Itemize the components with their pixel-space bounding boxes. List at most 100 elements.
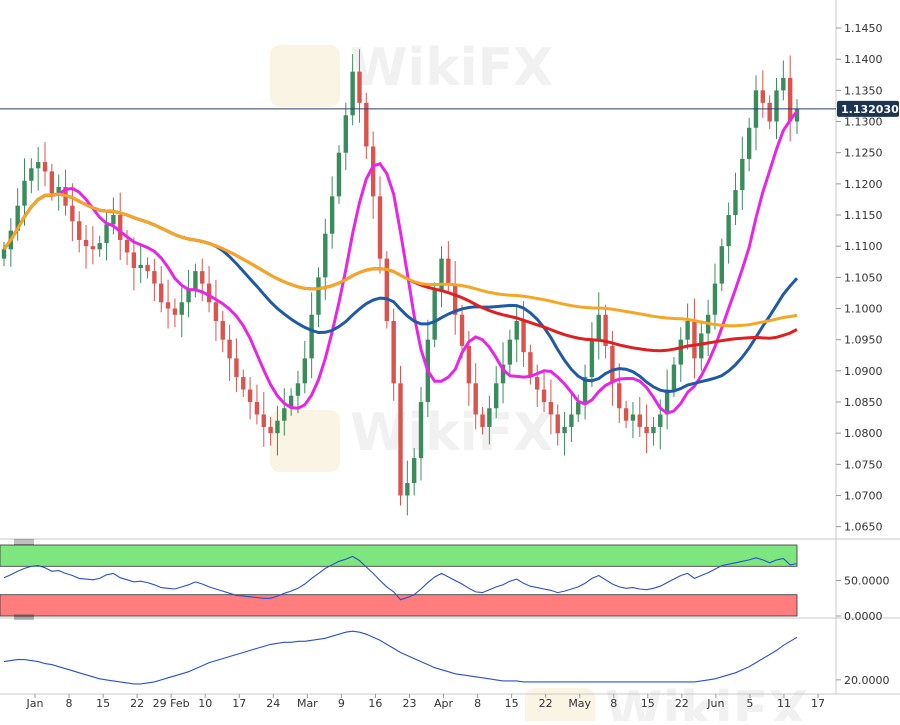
candle: [241, 369, 246, 398]
candle: [179, 287, 184, 338]
candle: [370, 131, 376, 219]
candle: [350, 54, 355, 126]
y-tick-label: 1.1250: [844, 147, 883, 160]
rsi-line: [3, 555, 798, 601]
y-tick-label: 1.0800: [844, 427, 883, 440]
candle: [131, 237, 137, 291]
x-tick-label: 15: [505, 697, 519, 710]
y-tick-label: 1.1150: [844, 209, 883, 222]
x-tick-label: Mar: [297, 697, 318, 710]
candle: [473, 363, 478, 430]
candle: [685, 303, 690, 350]
candle: [541, 372, 547, 412]
candle: [316, 267, 321, 328]
candle: [487, 395, 492, 445]
x-tick-label: 24: [266, 697, 280, 710]
watermark: WikiFX: [270, 38, 553, 107]
candle: [651, 416, 656, 446]
candle: [582, 364, 588, 420]
y-tick-label: 1.1100: [844, 240, 883, 253]
candle: [165, 279, 171, 329]
candle: [767, 95, 772, 130]
adx-pane-handle[interactable]: [14, 614, 34, 620]
candle: [555, 404, 560, 446]
candle: [200, 258, 205, 302]
rsi-pane-handle[interactable]: [14, 539, 34, 545]
x-tick-label: 9: [338, 697, 345, 710]
candle: [336, 145, 342, 204]
moving-averages: [2, 110, 799, 415]
y-tick-label: 1.1350: [844, 84, 883, 97]
candle: [288, 388, 294, 416]
candle: [227, 324, 232, 381]
candle: [15, 188, 20, 241]
rsi-oversold-zone: [0, 594, 798, 617]
x-tick-label: May: [568, 697, 591, 710]
watermark-layer: WikiFX WikiFX WikiFX: [270, 38, 808, 725]
candle: [186, 269, 191, 318]
candle: [480, 406, 485, 435]
y-tick-label: 1.0750: [844, 458, 883, 471]
y-tick-label: 1.1000: [844, 303, 883, 316]
candle: [377, 176, 383, 274]
candle: [295, 370, 301, 414]
candle: [145, 257, 150, 279]
candle: [405, 460, 410, 516]
watermark: WikiFX: [525, 681, 808, 725]
ma-fast-line: [2, 110, 799, 415]
candle: [719, 238, 725, 292]
candle: [138, 244, 143, 283]
adx-line: [3, 630, 798, 685]
candle: [384, 251, 390, 329]
x-tick-label: 10: [198, 697, 212, 710]
candle: [35, 147, 41, 191]
candle: [220, 311, 225, 353]
candle: [452, 261, 458, 335]
current-price-badge: [837, 100, 899, 117]
candle: [302, 340, 307, 394]
candle: [42, 142, 48, 187]
candle: [726, 202, 731, 264]
y-tick-label: 1.0850: [844, 396, 883, 409]
x-tick-label: 15: [641, 697, 655, 710]
x-tick-label: 17: [232, 697, 246, 710]
candle: [364, 92, 369, 159]
y-tick-label: 1.0900: [844, 365, 883, 378]
rsi-pane: 50.0000 0.0000: [0, 539, 890, 623]
x-tick-label: Apr: [434, 697, 454, 710]
x-tick-label: Jun: [706, 697, 724, 710]
y-tick-label: 1.1200: [844, 178, 883, 191]
candle: [432, 282, 437, 348]
candle: [118, 192, 123, 260]
x-tick-label: 11: [777, 697, 791, 710]
adx-pane: 20.0000: [3, 614, 890, 687]
x-tick-label: 23: [402, 697, 416, 710]
candle: [213, 279, 219, 341]
x-tick-label: 22: [675, 697, 689, 710]
y-tick-label: 1.1300: [844, 116, 883, 129]
candle: [678, 327, 683, 383]
candle: [159, 266, 164, 313]
candle: [562, 411, 567, 456]
y-tick-label: 1.1050: [844, 271, 883, 284]
candle: [76, 211, 82, 253]
candle: [206, 266, 212, 313]
x-tick-label: 22: [130, 697, 144, 710]
candle: [193, 263, 198, 298]
candle: [90, 226, 96, 265]
svg-text:WikiFX: WikiFX: [350, 403, 553, 463]
x-tick-label: Jan: [26, 697, 44, 710]
candle: [740, 136, 745, 211]
candle: [569, 394, 574, 442]
x-tick-label: 8: [66, 697, 73, 710]
svg-text:WikiFX: WikiFX: [350, 38, 553, 98]
candle: [418, 387, 424, 481]
candle: [514, 306, 519, 363]
price-axis: 1.1450 1.1400 1.1350 1.1300 1.1250 1.1200 1.11…: [836, 22, 883, 534]
candle: [589, 322, 595, 388]
candle: [630, 402, 636, 439]
candle: [617, 363, 622, 424]
candle: [247, 377, 253, 420]
